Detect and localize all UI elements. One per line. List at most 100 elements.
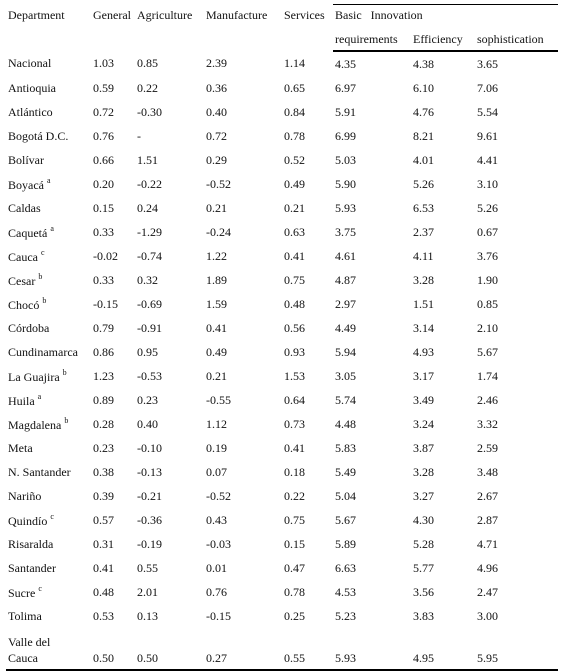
value-cell: 4.96 [477,560,498,575]
value-cell: 2.10 [477,320,498,335]
value-cell: 0.72 [206,128,227,143]
value-cell: 5.90 [335,176,356,191]
value-cell: -1.29 [137,224,162,239]
value-cell: 4.30 [413,512,434,527]
department-name: La Guajira [8,369,60,384]
value-cell: 3.28 [413,464,434,479]
table-row: Cesar b 0.33 0.32 1.89 0.75 4.87 3.28 1.90 [6,268,558,292]
footnote-mark: a [46,175,51,185]
department-cell: Caldas [6,196,91,220]
value-cell: 0.19 [206,440,227,455]
department-cell: N. Santander [6,460,91,484]
value-cell: 4.87 [335,272,356,287]
value-cell: 3.14 [413,320,434,335]
department-cell: La Guajira b [6,364,91,388]
value-cell: 0.52 [284,152,305,167]
value-cell: 0.41 [206,320,227,335]
value-cell: 4.95 [411,628,475,671]
footnote-mark: b [38,271,43,281]
department-name: Santander [8,560,56,575]
value-cell: 4.01 [413,152,434,167]
value-cell: 0.79 [93,320,114,335]
footnote-mark: b [62,367,67,377]
value-cell: 5.74 [335,392,356,407]
value-cell: 0.23 [93,440,114,455]
department-cell: Risaralda [6,532,91,556]
value-cell: 0.49 [206,344,227,359]
value-cell: 0.15 [284,536,305,551]
value-cell: 0.78 [284,584,305,599]
value-cell: 0.85 [477,296,498,311]
footnote-mark: c [38,583,42,593]
footnote-mark: c [40,247,45,257]
table-row: Nariño 0.39 -0.21 -0.52 0.22 5.04 3.27 2.67 [6,484,558,508]
department-cell: Antioquia [6,76,91,100]
table-row: Cundinamarca 0.86 0.95 0.49 0.93 5.94 4.93 5.67 [6,340,558,364]
department-name: Cesar [8,273,36,288]
value-cell: 5.26 [413,176,434,191]
value-cell: 2.46 [477,392,498,407]
value-cell: 1.23 [93,368,114,383]
value-cell: 0.15 [93,200,114,215]
value-cell: 5.26 [477,200,498,215]
value-cell: 4.38 [413,56,434,71]
value-cell: 0.36 [206,80,227,95]
table-row: Bogotá D.C. 0.76 - 0.72 0.78 6.99 8.21 9.61 [6,124,558,148]
value-cell: -0.22 [137,176,162,191]
value-cell: 3.28 [413,272,434,287]
table-row: Antioquia 0.59 0.22 0.36 0.65 6.97 6.10 7.06 [6,76,558,100]
value-cell: 5.23 [335,608,356,623]
department-name: Cauca [8,249,38,264]
value-cell: -0.10 [137,440,162,455]
value-cell: 5.95 [475,628,559,671]
value-cell: 0.40 [206,104,227,119]
department-name: Atlántico [8,104,53,119]
value-cell: 0.75 [284,272,305,287]
value-cell: 3.48 [477,464,498,479]
value-cell: 3.17 [413,368,434,383]
value-cell: 5.91 [335,104,356,119]
value-cell: 3.87 [413,440,434,455]
value-cell: 0.18 [284,464,305,479]
value-cell: 5.03 [335,152,356,167]
value-cell: 0.33 [93,224,114,239]
table-row: Córdoba 0.79 -0.91 0.41 0.56 4.49 3.14 2.10 [6,316,558,340]
table-row: Caldas 0.15 0.24 0.21 0.21 5.93 6.53 5.26 [6,196,558,220]
value-cell: 0.40 [137,416,158,431]
value-cell: 2.67 [477,488,498,503]
value-cell: 4.53 [335,584,356,599]
value-cell: 0.25 [284,608,305,623]
value-cell: 0.73 [284,416,305,431]
header-cell: sophistication [475,29,559,52]
value-cell: 6.53 [413,200,434,215]
value-cell: 5.49 [335,464,356,479]
value-cell: 0.43 [206,512,227,527]
value-cell: 0.89 [93,392,114,407]
value-cell: 2.01 [137,584,158,599]
value-cell: 0.41 [93,560,114,575]
value-cell: 0.38 [93,464,114,479]
value-cell: 0.95 [137,344,158,359]
value-cell: 0.55 [137,560,158,575]
value-cell: 0.93 [284,344,305,359]
value-cell: 0.21 [206,368,227,383]
value-cell: -0.15 [93,296,118,311]
department-cell: Caquetá a [6,220,91,244]
value-cell: 7.06 [477,80,498,95]
department-cell: Santander [6,556,91,580]
value-cell: 1.51 [137,152,158,167]
value-cell: 3.05 [335,368,356,383]
table-row: Sucre c 0.48 2.01 0.76 0.78 4.53 3.56 2.47 [6,580,558,604]
table-row: Meta 0.23 -0.10 0.19 0.41 5.83 3.87 2.59 [6,436,558,460]
value-cell: 5.54 [477,104,498,119]
value-cell: 5.67 [477,344,498,359]
value-cell: -0.36 [137,512,162,527]
value-cell: 1.14 [284,56,305,70]
value-cell: 5.28 [413,536,434,551]
value-cell: 5.93 [335,200,356,215]
value-cell: 2.39 [206,56,227,70]
header-cell: Services [284,7,325,22]
value-cell: -0.55 [206,392,231,407]
value-cell: 1.12 [206,416,227,431]
footnote-mark: b [64,415,69,425]
